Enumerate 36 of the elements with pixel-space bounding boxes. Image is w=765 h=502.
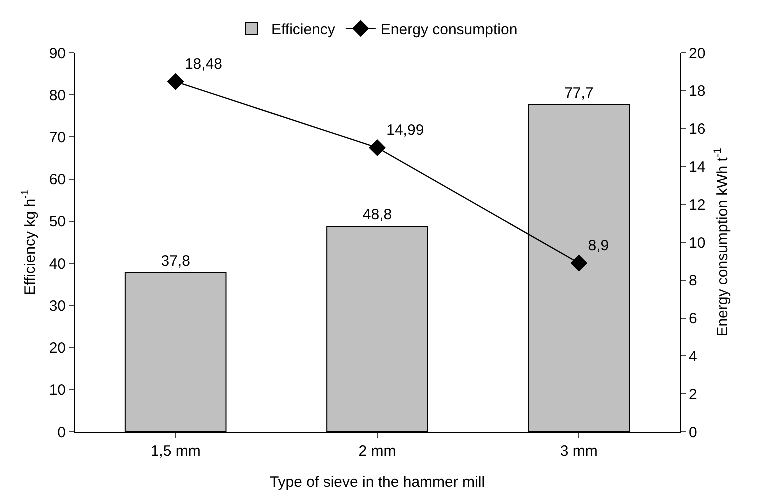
x-axis-title: Type of sieve in the hammer mill	[270, 474, 486, 491]
y-tick-label: 30	[49, 298, 66, 315]
legend-label: Efficiency	[272, 22, 336, 39]
y-tick-label: 70	[49, 129, 66, 146]
point	[369, 139, 386, 156]
y-tick-label: 0	[58, 424, 66, 442]
y-tick-label: 80	[49, 87, 66, 104]
legend-label: Energy consumption	[380, 22, 518, 39]
y2-tick-label: 14	[689, 158, 706, 176]
y2-tick-label: 12	[689, 196, 706, 214]
data-label: 14,99	[386, 122, 424, 140]
y-tick-label: 40	[49, 256, 66, 273]
y-tick-label: 10	[49, 382, 66, 400]
y2-tick-label: 18	[689, 83, 706, 100]
y2-tick-label: 6	[689, 310, 698, 328]
point	[167, 73, 184, 90]
y2-tick-label: 0	[689, 424, 698, 442]
y-tick-label: 90	[49, 45, 66, 62]
y2-tick-label: 4	[689, 348, 698, 366]
data-label: 8,9	[588, 237, 610, 254]
data-label: 77,7	[564, 84, 594, 102]
x-tick-label: 2 mm	[358, 443, 396, 460]
y2-tick-label: 8	[689, 272, 698, 290]
data-label: 37,8	[161, 252, 190, 270]
y2-tick-label: 16	[689, 121, 706, 138]
y-tick-label: 50	[49, 214, 66, 231]
y-tick-label: 60	[49, 172, 66, 189]
point	[570, 254, 588, 272]
y2-tick-label: 20	[689, 45, 706, 62]
y2-tick-label: 10	[689, 234, 706, 252]
y-tick-label: 20	[49, 340, 66, 358]
data-label: 18,48	[184, 56, 222, 73]
x-tick-label: 3 mm	[560, 443, 598, 460]
data-label: 48,8	[362, 206, 392, 224]
y2-tick-label: 2	[689, 386, 698, 404]
x-tick-label: 1,5 mm	[150, 443, 201, 460]
